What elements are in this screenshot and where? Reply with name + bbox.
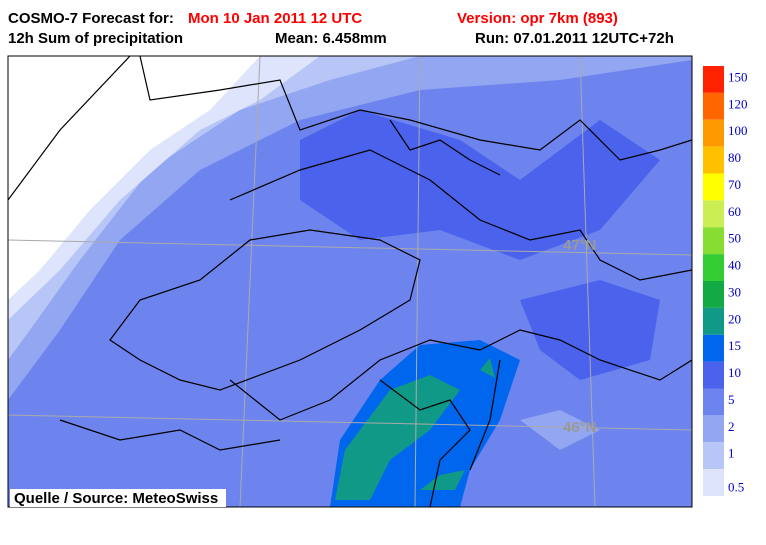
legend-swatch	[703, 119, 724, 147]
map-frame	[7, 55, 693, 508]
product: 12h Sum of precipitation	[8, 30, 183, 47]
legend-swatch	[703, 442, 724, 470]
legend-swatch	[703, 200, 724, 228]
legend-swatch	[703, 66, 724, 93]
legend-swatch	[703, 146, 724, 174]
lat-label: 47°N	[563, 237, 597, 254]
mean: Mean: 6.458mm	[275, 30, 387, 47]
legend-label: 150	[728, 69, 748, 84]
legend-swatch	[703, 227, 724, 255]
legend-label: 80	[728, 150, 741, 165]
legend-label: 70	[728, 177, 741, 192]
legend-label: 10	[728, 365, 741, 380]
forecast-label: COSMO-7 Forecast for:	[8, 10, 174, 27]
source-box	[10, 489, 226, 507]
lat-label: 46°N	[563, 419, 597, 436]
legend-swatch	[703, 334, 724, 362]
legend-swatch	[703, 92, 724, 120]
legend-swatch	[703, 388, 724, 416]
forecast-time: Mon 10 Jan 2011 12 UTC	[188, 10, 362, 27]
source: Quelle / Source: MeteoSwiss	[14, 490, 218, 507]
legend-label: 15	[728, 338, 741, 353]
legend-swatch	[703, 415, 724, 443]
legend-label: 2	[728, 419, 735, 434]
legend-label: 20	[728, 311, 741, 326]
legend-label: 100	[728, 123, 748, 138]
legend-label: 50	[728, 231, 741, 246]
legend-label: 60	[728, 204, 741, 219]
legend-label: 30	[728, 284, 741, 299]
legend: 150 120 100 80 70 60 50 40 30 20 15 10 5 2 1 0.5	[703, 66, 748, 496]
legend-label: 5	[728, 392, 735, 407]
legend-swatch	[703, 254, 724, 281]
legend-label: 1	[728, 446, 735, 461]
version: Version: opr 7km (893)	[457, 10, 618, 27]
legend-label: 0.5	[728, 480, 744, 495]
legend-label: 120	[728, 96, 748, 111]
run: Run: 07.01.2011 12UTC+72h	[475, 30, 674, 47]
legend-swatch	[703, 469, 724, 496]
legend-label: 40	[728, 258, 741, 273]
map: 47°N 46°N	[8, 56, 692, 507]
legend-swatch	[703, 281, 724, 308]
legend-swatch	[703, 307, 724, 335]
legend-swatch	[703, 361, 724, 389]
legend-swatch	[703, 173, 724, 201]
